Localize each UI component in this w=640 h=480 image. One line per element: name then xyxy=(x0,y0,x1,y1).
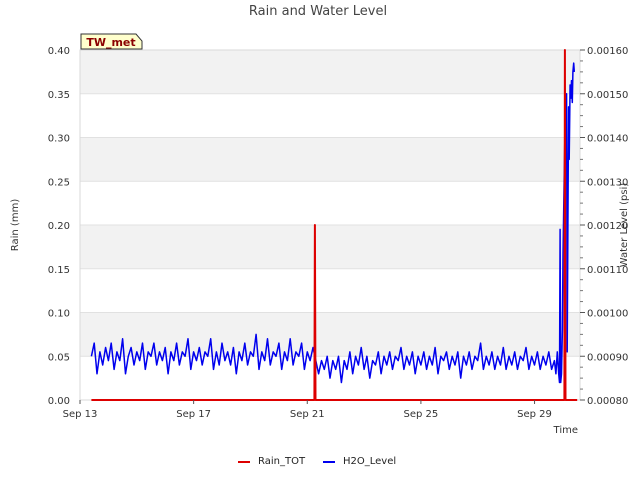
y-left-tick-label: 0.30 xyxy=(48,134,70,145)
legend-h2o-label: H2O_Level xyxy=(343,456,396,467)
x-axis-label: Time xyxy=(553,425,578,436)
plot-band xyxy=(80,312,580,357)
y-left-tick-label: 0.00 xyxy=(48,396,70,407)
y-left-tick-label: 0.15 xyxy=(48,265,70,276)
y-axis-left-label: Rain (mm) xyxy=(10,199,21,252)
y-axis-right-label: Water Level (psi) xyxy=(619,183,630,268)
x-tick-label: Sep 29 xyxy=(517,409,552,420)
y-axis-left-ticks: 0.00 0.05 0.10 0.15 0.20 0.25 0.30 0.35 0.40 xyxy=(48,46,70,407)
series-layer xyxy=(90,49,578,401)
y-right-tick-label: 0.00130 xyxy=(587,177,628,188)
x-tick-label: Sep 25 xyxy=(404,409,439,420)
series-line-rain_tot xyxy=(91,49,578,401)
y-right-tick-label: 0.00090 xyxy=(587,352,628,363)
series-line-h2o_level xyxy=(90,62,576,384)
legend-rain-label: Rain_TOT xyxy=(258,456,306,467)
y-axis-right-ticks: 0.00080 0.00090 0.00100 0.00110 0.00120 0.001… xyxy=(580,46,628,407)
y-right-tick-label: 0.00110 xyxy=(587,265,628,276)
x-tick-label: Sep 21 xyxy=(290,409,325,420)
y-left-tick-label: 0.40 xyxy=(48,46,70,57)
y-left-tick-label: 0.35 xyxy=(48,90,70,101)
plot-band xyxy=(80,50,580,94)
y-right-tick-label: 0.00150 xyxy=(587,90,628,101)
y-right-tick-label: 0.00100 xyxy=(587,309,628,320)
y-right-tick-label: 0.00160 xyxy=(587,46,628,57)
legend: Rain_TOT H2O_Level xyxy=(238,456,396,467)
chart-title: Rain and Water Level xyxy=(249,4,387,19)
x-axis-ticks: Sep 13 Sep 17 Sep 21 Sep 25 Sep 29 xyxy=(63,400,552,420)
station-badge-shape xyxy=(80,33,143,50)
y-left-tick-label: 0.05 xyxy=(48,352,70,363)
y-right-tick-label: 0.00080 xyxy=(587,396,628,407)
y-right-tick-label: 0.00120 xyxy=(587,221,628,232)
y-right-tick-label: 0.00140 xyxy=(587,134,628,145)
plot-band xyxy=(80,137,580,182)
plot-band xyxy=(80,225,580,269)
y-left-tick-label: 0.20 xyxy=(48,221,70,232)
x-tick-label: Sep 17 xyxy=(176,409,211,420)
plot-bands xyxy=(80,50,580,357)
station-badge-label: TW_met xyxy=(86,36,135,49)
y-left-tick-label: 0.10 xyxy=(48,309,70,320)
station-badge: TW_met xyxy=(80,33,143,50)
x-tick-label: Sep 13 xyxy=(63,409,98,420)
y-left-tick-label: 0.25 xyxy=(48,177,70,188)
